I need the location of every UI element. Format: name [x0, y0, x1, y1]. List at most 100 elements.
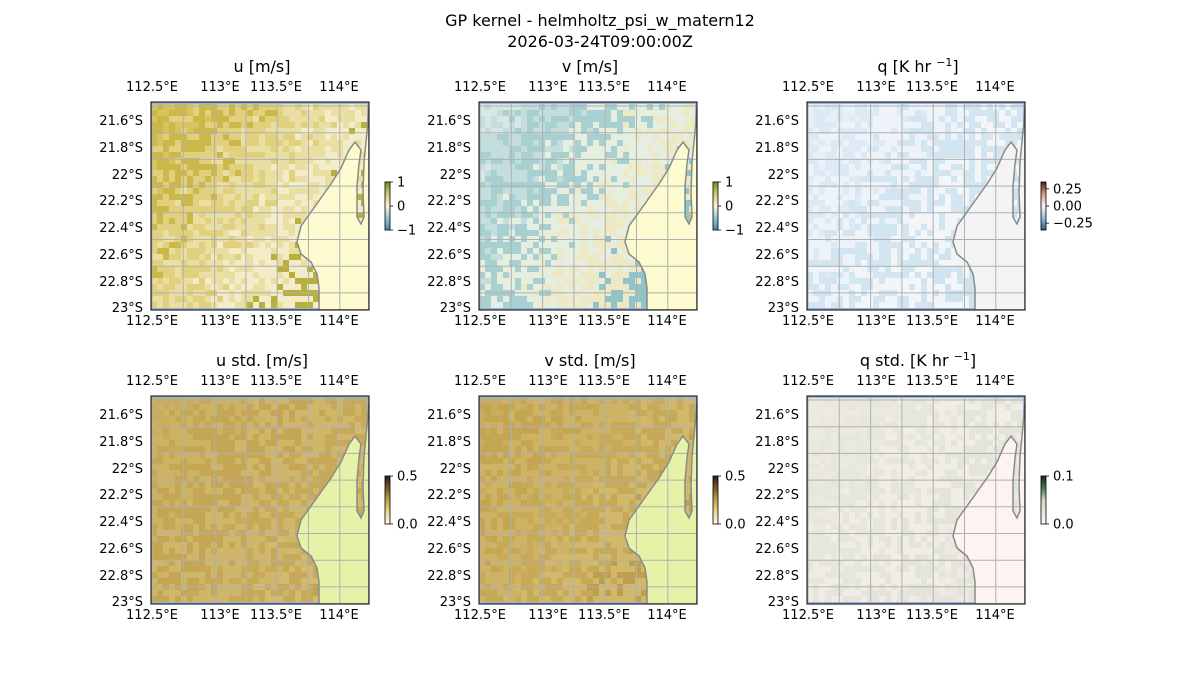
- lon-tick-label-top: 113°E: [200, 374, 240, 389]
- colorbar-tick-label: 0.00: [1053, 200, 1082, 215]
- land-mass: [953, 102, 1025, 310]
- lon-tick-label-bottom: 114°E: [975, 314, 1015, 329]
- colorbar-v_std: 0.5 0.0: [712, 470, 746, 533]
- lon-tick-label-top: 113.5°E: [578, 374, 630, 389]
- lon-tick-label-top: 114°E: [975, 80, 1015, 95]
- lon-tick-label-bottom: 112.5°E: [454, 314, 506, 329]
- lon-tick-label-bottom: 113°E: [856, 608, 896, 623]
- lon-tick-label-top: 113°E: [856, 80, 896, 95]
- lat-tick-label: 23°S: [768, 595, 799, 610]
- lon-tick-label-bottom: 113°E: [528, 608, 568, 623]
- lat-tick-label: 21.6°S: [755, 114, 799, 129]
- lat-tick-label: 22.2°S: [99, 194, 143, 209]
- graticule: [807, 102, 1025, 310]
- lat-tick-label: 22.4°S: [755, 515, 799, 530]
- colorbar-u_std: 0.5 0.0: [384, 470, 418, 533]
- lat-tick-label: 22.8°S: [427, 275, 471, 290]
- graticule: [807, 396, 1025, 604]
- lat-tick-label: 22.4°S: [427, 515, 471, 530]
- land-mass: [297, 102, 369, 310]
- axes-frame: [478, 101, 698, 311]
- lon-tick-label-bottom: 112.5°E: [782, 314, 834, 329]
- lat-tick-label: 21.8°S: [99, 141, 143, 156]
- lat-tick-label: 22.2°S: [427, 488, 471, 503]
- colorbar-tick-label: 0: [725, 200, 733, 215]
- lon-tick-label-top: 113°E: [528, 80, 568, 95]
- land-mass: [297, 396, 369, 604]
- lat-tick-label: 22.8°S: [755, 275, 799, 290]
- lon-tick-label-bottom: 114°E: [319, 314, 359, 329]
- colorbar-q_std: 0.1 0.0: [1040, 470, 1074, 533]
- coastline: [952, 107, 1025, 310]
- map-panel-v: v [m/s]112.5°E112.5°E113°E113°E113.5°E11…: [427, 57, 744, 329]
- lat-tick-label: 22.8°S: [99, 275, 143, 290]
- lon-tick-label-top: 114°E: [975, 374, 1015, 389]
- graticule: [151, 396, 369, 604]
- lon-tick-label-top: 113.5°E: [906, 374, 958, 389]
- lon-tick-label-top: 113.5°E: [578, 80, 630, 95]
- map-panel-q: q [K hr −1] 112.5°E 112.5°E 113°E 113°E 113.5…: [755, 56, 1093, 329]
- panel-title-u: u [m/s]: [233, 57, 290, 76]
- lat-tick-label: 23°S: [440, 301, 471, 316]
- lat-tick-label: 22.4°S: [99, 221, 143, 236]
- lat-tick-label: 21.6°S: [99, 114, 143, 129]
- colorbar-gradient: [384, 475, 391, 525]
- lat-tick-label: 21.8°S: [427, 435, 471, 450]
- colorbar-u: 1 0 −1: [384, 176, 416, 239]
- lon-tick-label-top: 112.5°E: [454, 374, 506, 389]
- lat-tick-label: 22.8°S: [427, 569, 471, 584]
- map-area-q_std: [807, 396, 1025, 604]
- lon-tick-label-bottom: 113.5°E: [250, 314, 302, 329]
- figure-timestamp: 2026-03-24T09:00:00Z: [507, 32, 693, 51]
- lat-tick-label: 22.6°S: [99, 248, 143, 263]
- coastline: [296, 107, 369, 310]
- panel-title-superscript: −1: [954, 350, 970, 363]
- lon-tick-label-bottom: 113°E: [200, 314, 240, 329]
- lat-tick-label: 22°S: [768, 168, 799, 183]
- axes-frame: [150, 101, 370, 311]
- colorbar-tick-label: 1: [725, 176, 733, 191]
- panel-title-v: v [m/s]: [562, 57, 618, 76]
- graticule: [151, 102, 369, 310]
- lon-tick-label-bottom: 113°E: [856, 314, 896, 329]
- axes-frame: [806, 395, 1026, 605]
- colorbar-tick-label: 0.5: [725, 470, 746, 485]
- lat-tick-label: 22.8°S: [99, 569, 143, 584]
- lon-tick-label-top: 113.5°E: [250, 80, 302, 95]
- graticule: [479, 396, 697, 604]
- colorbar-tick-label: −1: [725, 224, 744, 239]
- axes-frame: [150, 395, 370, 605]
- colorbar-gradient: [1040, 181, 1047, 231]
- lat-tick-label: 22.6°S: [99, 542, 143, 557]
- colorbar-tick-label: 0.5: [397, 470, 418, 485]
- land-mass: [953, 396, 1025, 604]
- colorbar-tick-label: 0.25: [1053, 182, 1082, 197]
- lon-tick-label-bottom: 114°E: [975, 608, 1015, 623]
- coastline: [952, 401, 1025, 604]
- lon-tick-label-top: 113.5°E: [250, 374, 302, 389]
- lat-tick-label: 21.6°S: [755, 408, 799, 423]
- colorbar-q: 0.25 0.00 −0.25: [1040, 181, 1093, 232]
- lat-tick-label: 23°S: [112, 301, 143, 316]
- lat-tick-label: 22.4°S: [99, 515, 143, 530]
- lon-tick-label-top: 113°E: [528, 374, 568, 389]
- colorbar-v: 1 0 −1: [712, 176, 744, 239]
- colorbar-tick-label: −0.25: [1053, 217, 1093, 232]
- lat-tick-label: 23°S: [768, 301, 799, 316]
- lat-tick-label: 21.6°S: [427, 408, 471, 423]
- lon-tick-label-bottom: 114°E: [647, 608, 687, 623]
- lon-tick-label-bottom: 113.5°E: [578, 608, 630, 623]
- coastline: [296, 401, 369, 604]
- colorbar-tick-label: −1: [397, 224, 416, 239]
- map-panel-v_std: v std. [m/s] 112.5°E 112.5°E 113°E 113°E 113.…: [427, 351, 745, 623]
- lat-tick-label: 21.6°S: [427, 114, 471, 129]
- lat-tick-label: 22.2°S: [427, 194, 471, 209]
- panel-title-u_std: u std. [m/s]: [216, 351, 308, 370]
- map-area-v: [479, 102, 697, 310]
- lat-tick-label: 22.6°S: [427, 542, 471, 557]
- colorbar-tick-label: 0: [397, 200, 405, 215]
- lon-tick-label-bottom: 113.5°E: [906, 608, 958, 623]
- lon-tick-label-bottom: 114°E: [319, 608, 359, 623]
- panel-title-q: q [K hr −1]: [877, 56, 958, 76]
